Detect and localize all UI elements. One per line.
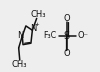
Text: O⁻: O⁻	[78, 31, 89, 40]
Text: O: O	[64, 14, 70, 23]
Text: F₃C: F₃C	[44, 32, 57, 40]
Text: N: N	[17, 32, 23, 40]
Text: S: S	[64, 31, 70, 41]
Text: N: N	[30, 24, 36, 33]
Text: +: +	[34, 22, 39, 27]
Text: O: O	[64, 49, 70, 58]
Text: CH₃: CH₃	[30, 10, 46, 19]
Text: CH₃: CH₃	[12, 60, 27, 69]
